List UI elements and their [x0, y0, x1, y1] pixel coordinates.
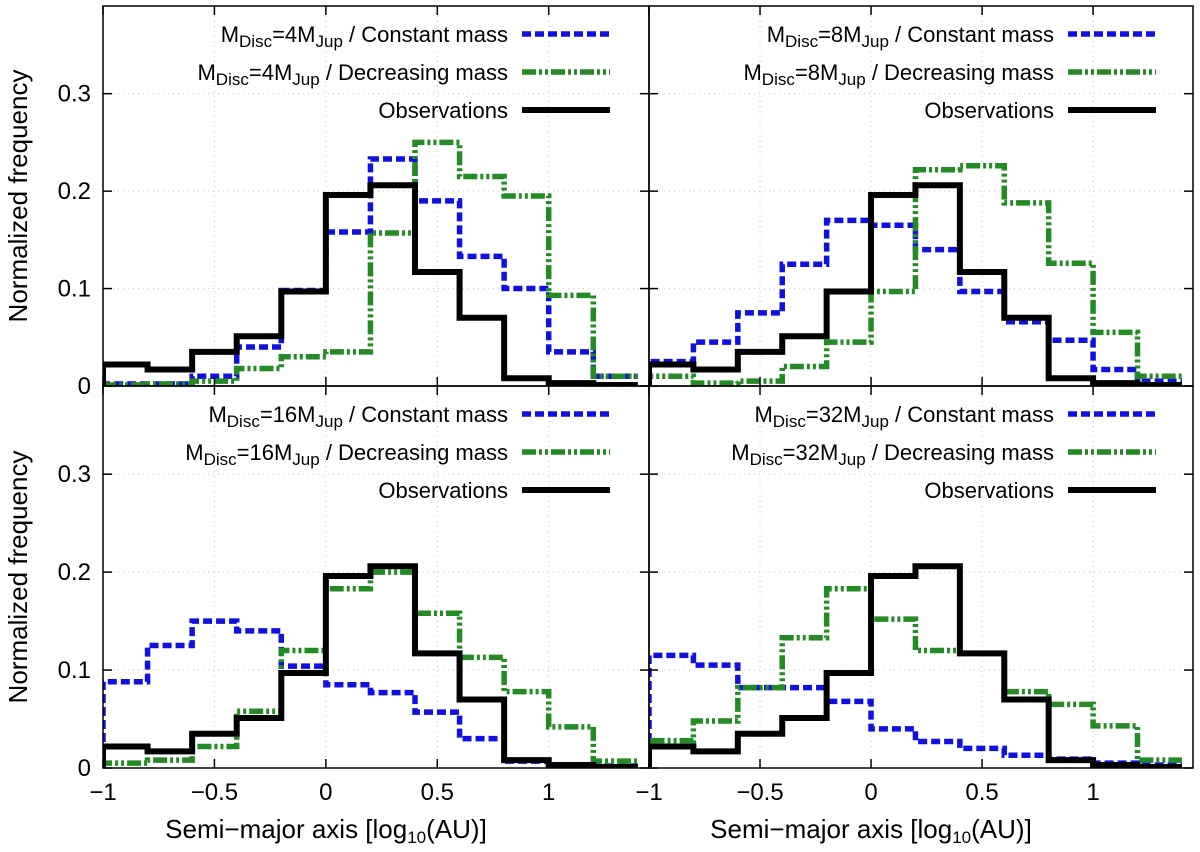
y-tick-label: 0.1 [58, 276, 91, 303]
x-tick-label: −0.5 [736, 779, 783, 806]
y-tick-label: 0.3 [58, 461, 91, 488]
x-tick-label: 0 [864, 779, 877, 806]
series-constant-mass [103, 618, 638, 768]
x-tick-label: −0.5 [191, 779, 238, 806]
series-decreasing-mass [649, 163, 1182, 386]
x-tick-label: 0.5 [421, 779, 454, 806]
legend-observations-label: Observations [378, 98, 508, 123]
panel-8mjup: MDisc=8MJup / Constant mass MDisc=8MJup /… [648, 5, 1194, 387]
x-axis-title: Semi−major axis [log10(AU)] [165, 814, 487, 847]
x-axis-title: Semi−major axis [log10(AU)] [710, 814, 1032, 847]
y-tick-label: 0 [78, 373, 91, 400]
legend-constant-mass-label: MDisc=8MJup / Constant mass [767, 22, 1054, 51]
y-axis-title: Normalized frequency [3, 451, 33, 704]
x-tick-label: 1 [542, 779, 555, 806]
legend-constant-mass-label: MDisc=32MJup / Constant mass [754, 402, 1054, 431]
legend: MDisc=4MJup / Constant mass MDisc=4MJup /… [197, 22, 610, 123]
x-tick-label: 1 [1086, 779, 1099, 806]
legend-constant-mass-label: MDisc=16MJup / Constant mass [208, 402, 508, 431]
legend-observations-label: Observations [378, 478, 508, 503]
y-axis-title: Normalized frequency [3, 70, 33, 323]
panel-4mjup: 0 0.1 0.2 0.3 Normalized frequency MDisc=4MJu… [3, 5, 650, 400]
panel-32mjup: −1 −0.5 0 0.5 1 Semi−major axis [log10(AU)] MD… [635, 385, 1194, 847]
legend-constant-mass-label: MDisc=4MJup / Constant mass [221, 22, 508, 51]
x-tick-label: 0.5 [965, 779, 998, 806]
series-constant-mass [649, 217, 1182, 386]
legend-decreasing-mass-label: MDisc=4MJup / Decreasing mass [197, 60, 508, 89]
legend: MDisc=32MJup / Constant mass MDisc=32MJup… [731, 402, 1156, 503]
y-tick-label: 0.2 [58, 178, 91, 205]
y-tick-label: 0.1 [58, 657, 91, 684]
series-decreasing-mass [103, 569, 638, 768]
legend: MDisc=8MJup / Constant mass MDisc=8MJup /… [743, 22, 1156, 123]
series-constant-mass [649, 652, 1182, 768]
legend: MDisc=16MJup / Constant mass MDisc=16MJup… [185, 402, 610, 503]
legend-decreasing-mass-label: MDisc=8MJup / Decreasing mass [743, 60, 1054, 89]
y-tick-label: 0.3 [58, 81, 91, 108]
legend-observations-label: Observations [924, 478, 1054, 503]
x-tick-label: −1 [635, 779, 662, 806]
x-tick-label: 0 [319, 779, 332, 806]
panel-16mjup: 0 0.1 0.2 0.3 Normalized frequency −1 −0.5 0 0.5… [3, 385, 650, 847]
legend-observations-label: Observations [924, 98, 1054, 123]
series-decreasing-mass [103, 139, 638, 386]
legend-decreasing-mass-label: MDisc=16MJup / Decreasing mass [185, 440, 508, 469]
legend-decreasing-mass-label: MDisc=32MJup / Decreasing mass [731, 440, 1054, 469]
series-observations [103, 563, 638, 768]
plot-frame [648, 385, 1194, 769]
x-tick-label: −1 [89, 779, 116, 806]
y-tick-label: 0.2 [58, 559, 91, 586]
series-decreasing-mass [649, 586, 1182, 768]
y-tick-label: 0 [78, 755, 91, 782]
